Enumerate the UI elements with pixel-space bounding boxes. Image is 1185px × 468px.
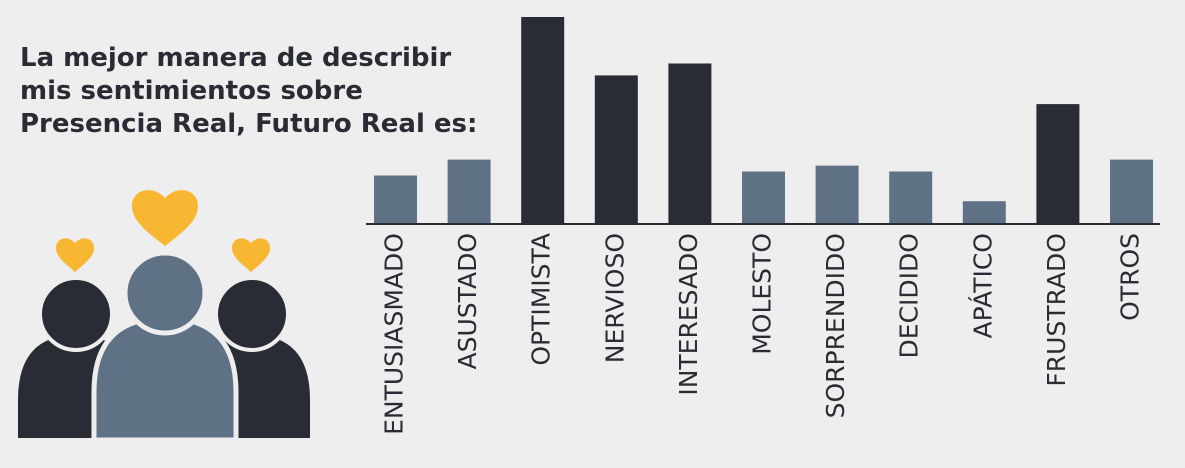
- x-tick-label: OTROS: [1116, 233, 1145, 321]
- bar-apático: [962, 201, 1006, 223]
- people-group-icon: [18, 190, 310, 443]
- bar-asustado: [447, 159, 491, 223]
- bar-decidido: [889, 171, 933, 223]
- heart-icon: [132, 190, 198, 246]
- x-tick-label: FRUSTRADO: [1042, 233, 1071, 387]
- bar-entusiasmado: [374, 175, 417, 223]
- heart-icon: [232, 238, 270, 272]
- bar-otros: [1110, 159, 1153, 223]
- chart-title: La mejor manera de describir mis sentimi…: [20, 43, 478, 139]
- x-tick-label: NERVIOSO: [600, 233, 629, 363]
- x-tick-label: OPTIMISTA: [527, 233, 556, 366]
- x-tick-label: DECIDIDO: [895, 233, 924, 358]
- bar-molesto: [742, 171, 785, 223]
- x-tick-label: ENTUSIASMADO: [380, 233, 409, 435]
- bar-sorprendido: [815, 165, 859, 223]
- x-tick-label: SORPRENDIDO: [821, 233, 850, 418]
- bar-nervioso: [594, 75, 638, 224]
- x-tick-label: APÁTICO: [968, 233, 997, 339]
- x-tick-label: INTERESADO: [674, 233, 703, 396]
- x-tick-label: MOLESTO: [748, 233, 777, 355]
- person-center-icon: [91, 250, 239, 443]
- bar-optimista: [521, 17, 565, 223]
- x-tick-label: ASUSTADO: [453, 233, 482, 370]
- bar-interesado: [668, 63, 712, 223]
- heart-icon: [56, 238, 94, 272]
- bar-frustrado: [1036, 104, 1080, 223]
